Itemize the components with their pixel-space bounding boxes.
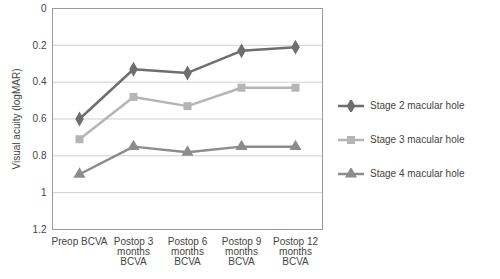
svg-text:0.4: 0.4 [33, 76, 47, 87]
svg-text:Visual acuity (logMAR): Visual acuity (logMAR) [11, 69, 22, 170]
html-text:Stage 4 macular hole: Stage 4 macular hole [370, 168, 465, 179]
svg-text:Postop 9monthsBCVA: Postop 9monthsBCVA [222, 236, 262, 267]
svg-text:Postop 3monthsBCVA: Postop 3monthsBCVA [114, 236, 154, 267]
svg-text:0.2: 0.2 [33, 40, 47, 51]
html-text:Stage 3 macular hole: Stage 3 macular hole [370, 134, 465, 145]
svg-text:Postop 6monthsBCVA: Postop 6monthsBCVA [168, 236, 208, 267]
svg-text:0.8: 0.8 [33, 150, 47, 161]
svg-text:1: 1 [41, 187, 47, 198]
svg-text:Postop 12monthsBCVA: Postop 12monthsBCVA [273, 236, 318, 267]
svg-text:1.2: 1.2 [33, 224, 47, 235]
svg-text:0.6: 0.6 [33, 113, 47, 124]
svg-text:0: 0 [41, 3, 47, 14]
svg-text:Preop BCVA: Preop BCVA [52, 236, 108, 247]
html-text:Stage 2 macular hole: Stage 2 macular hole [370, 100, 465, 111]
